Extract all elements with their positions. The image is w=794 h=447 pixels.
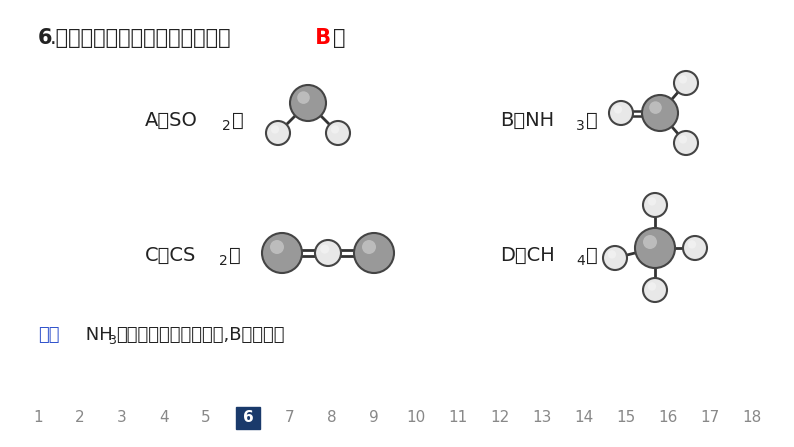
Text: 8: 8 [327, 410, 337, 426]
Text: 3: 3 [576, 119, 584, 133]
Circle shape [315, 240, 341, 266]
Text: 2: 2 [219, 254, 228, 268]
Text: 1: 1 [33, 410, 43, 426]
Text: .下列分子的空间结构错误的是（: .下列分子的空间结构错误的是（ [50, 28, 232, 48]
Text: 4: 4 [576, 254, 584, 268]
Text: 6: 6 [38, 28, 52, 48]
Text: 9: 9 [369, 410, 379, 426]
Text: 15: 15 [616, 410, 636, 426]
Text: C．CS: C．CS [145, 245, 196, 265]
Circle shape [683, 236, 707, 260]
Circle shape [635, 228, 675, 268]
Circle shape [271, 125, 279, 134]
Text: 12: 12 [491, 410, 510, 426]
Text: D．CH: D．CH [500, 245, 555, 265]
Circle shape [643, 193, 667, 217]
Circle shape [320, 245, 330, 253]
Circle shape [674, 131, 698, 155]
Circle shape [607, 250, 616, 259]
Circle shape [603, 246, 627, 270]
Text: ：: ： [586, 110, 598, 130]
Circle shape [609, 101, 633, 125]
Text: 16: 16 [658, 410, 678, 426]
Circle shape [614, 105, 622, 114]
Text: 7: 7 [285, 410, 295, 426]
Text: 2: 2 [222, 119, 231, 133]
Circle shape [643, 235, 657, 249]
Text: 5: 5 [201, 410, 211, 426]
Circle shape [331, 125, 339, 134]
Text: 4: 4 [159, 410, 169, 426]
Text: 17: 17 [700, 410, 719, 426]
Circle shape [674, 71, 698, 95]
Text: ：: ： [586, 245, 598, 265]
Circle shape [642, 95, 678, 131]
Circle shape [648, 282, 656, 291]
Circle shape [290, 85, 326, 121]
Circle shape [266, 121, 290, 145]
Text: A．SO: A．SO [145, 110, 198, 130]
Circle shape [270, 240, 284, 254]
Text: B: B [308, 28, 338, 48]
Circle shape [354, 233, 394, 273]
Text: 13: 13 [532, 410, 552, 426]
Circle shape [679, 75, 687, 84]
Bar [236, 407, 260, 429]
Text: 的空间结构是三角锥形,B项错误。: 的空间结构是三角锥形,B项错误。 [116, 326, 284, 344]
Text: 3: 3 [118, 410, 127, 426]
Circle shape [679, 135, 687, 143]
Circle shape [649, 101, 662, 114]
Text: ：: ： [232, 110, 244, 130]
Text: 10: 10 [407, 410, 426, 426]
Text: ：: ： [229, 245, 241, 265]
Circle shape [262, 233, 302, 273]
Circle shape [643, 278, 667, 302]
Text: 18: 18 [742, 410, 761, 426]
Text: 6: 6 [243, 410, 253, 426]
Text: 14: 14 [574, 410, 594, 426]
Text: ）: ） [333, 28, 345, 48]
Circle shape [362, 240, 376, 254]
Text: 2: 2 [75, 410, 85, 426]
Text: NH: NH [80, 326, 113, 344]
Text: B．NH: B．NH [500, 110, 554, 130]
Text: 3: 3 [108, 334, 116, 347]
Circle shape [688, 240, 696, 249]
Text: 解析: 解析 [38, 326, 60, 344]
Circle shape [648, 197, 656, 206]
Circle shape [326, 121, 350, 145]
Text: 11: 11 [449, 410, 468, 426]
Circle shape [297, 91, 310, 104]
